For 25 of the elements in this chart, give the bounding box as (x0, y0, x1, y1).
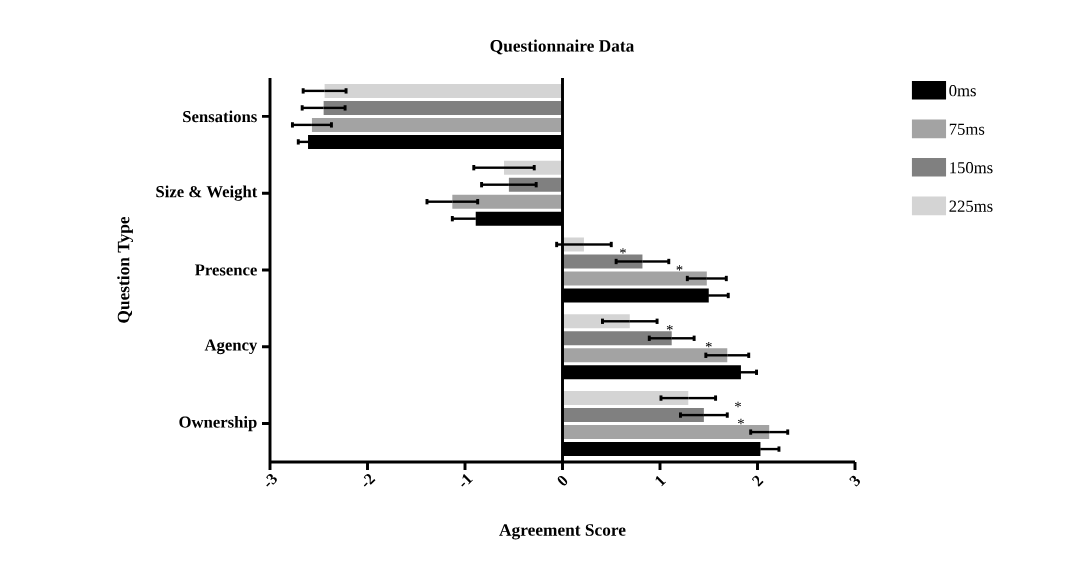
x-tick-label: 2 (751, 475, 764, 487)
x-tick-label: -1 (461, 474, 473, 487)
x-tick-label: 1 (655, 475, 666, 487)
x-tick-label: -3 (266, 473, 277, 487)
y-tick-label: Agency (204, 339, 258, 355)
annotation: * (705, 341, 712, 348)
chart-title: Questionnaire Data (490, 39, 635, 55)
legend-label: 75ms (949, 123, 985, 135)
legend-label: 225ms (949, 200, 993, 212)
x-tick-label: 3 (849, 475, 860, 487)
annotation: * (666, 324, 673, 331)
y-tick-label: Presence (194, 264, 257, 276)
y-tick-label: Sensations (183, 110, 257, 123)
x-tick-label: -2 (363, 473, 376, 487)
annotation: * (676, 265, 683, 271)
legend-label: 0ms (949, 85, 976, 97)
annotation: * (737, 418, 744, 425)
y-tick-label: Ownership (179, 416, 257, 432)
annotation: * (735, 401, 741, 408)
x-axis-title: Agreement Score (499, 524, 626, 540)
legend-label: 150ms (950, 162, 993, 174)
annotation: * (620, 248, 626, 254)
y-tick-label: Size & Weight (156, 185, 258, 201)
y-axis-title: Question Type (117, 216, 133, 323)
x-tick-label: 0 (557, 475, 568, 486)
